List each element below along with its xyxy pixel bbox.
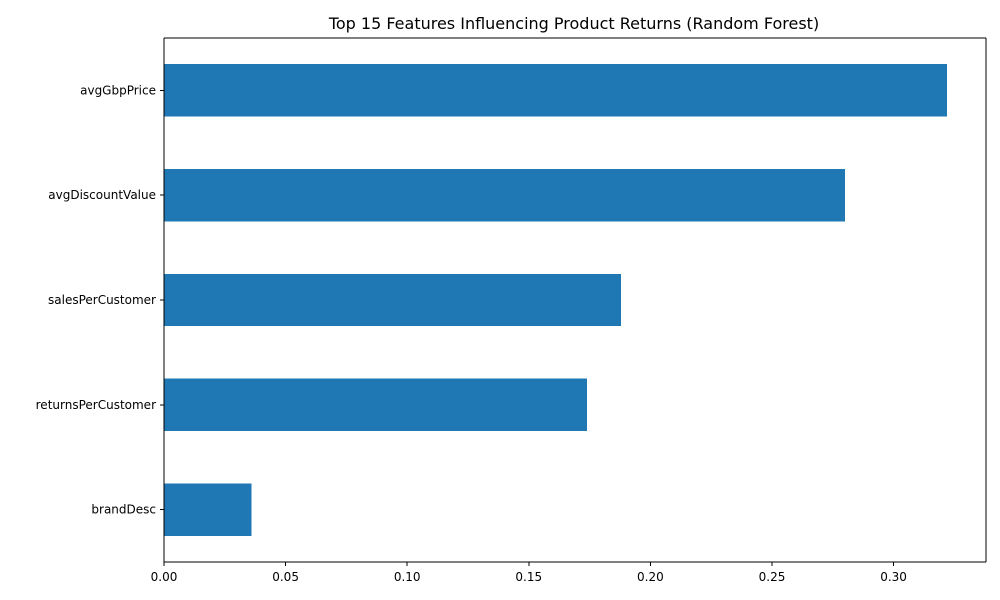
x-tick-label: 0.10 <box>394 570 421 584</box>
bar-avgDiscountValue <box>164 169 845 222</box>
y-tick-label: avgDiscountValue <box>48 188 156 202</box>
y-tick-label: salesPerCustomer <box>48 293 156 307</box>
chart-title: Top 15 Features Influencing Product Retu… <box>328 14 819 33</box>
x-tick-label: 0.30 <box>880 570 907 584</box>
x-tick-label: 0.00 <box>151 570 178 584</box>
axes-frame <box>163 37 987 563</box>
x-axis-ticks: 0.00 0.05 0.10 0.15 0.20 0.25 0.30 <box>151 562 907 584</box>
x-tick-label: 0.20 <box>637 570 664 584</box>
bars-group <box>164 64 948 536</box>
y-tick-label: avgGbpPrice <box>80 83 156 97</box>
bar-returnsPerCustomer <box>164 378 588 431</box>
bar-brandDesc <box>164 483 252 536</box>
x-tick-label: 0.15 <box>515 570 542 584</box>
y-tick-label: brandDesc <box>91 503 156 517</box>
y-tick-label: returnsPerCustomer <box>36 398 156 412</box>
bar-avgGbpPrice <box>164 64 948 117</box>
bar-salesPerCustomer <box>164 273 622 327</box>
x-tick-label: 0.05 <box>272 570 299 584</box>
y-axis-ticks: avgGbpPrice avgDiscountValue salesPerCusto… <box>36 83 164 517</box>
x-tick-label: 0.25 <box>759 570 786 584</box>
